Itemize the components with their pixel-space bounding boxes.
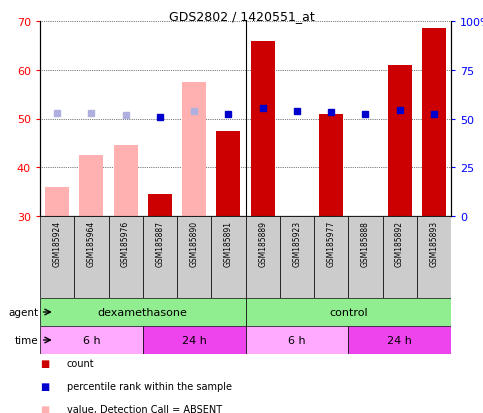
Text: GSM185887: GSM185887 [156,221,164,266]
Text: dexamethasone: dexamethasone [98,307,188,317]
Text: GSM185976: GSM185976 [121,221,130,267]
Bar [216,131,241,216]
Text: percentile rank within the sample: percentile rank within the sample [67,381,231,391]
Bar [348,326,451,354]
Text: GSM185964: GSM185964 [87,221,96,267]
Bar [245,298,451,326]
Text: GSM185889: GSM185889 [258,221,267,266]
Text: GSM185923: GSM185923 [292,221,301,266]
Bar [251,41,275,216]
Text: GDS2802 / 1420551_at: GDS2802 / 1420551_at [169,10,314,23]
Text: count: count [67,358,94,368]
Bar [109,216,143,298]
Bar [45,188,69,216]
Bar [417,216,451,298]
Text: 24 h: 24 h [387,335,412,345]
Bar [182,83,206,216]
Bar [314,216,348,298]
Text: GSM185890: GSM185890 [190,221,199,266]
Text: ■: ■ [40,381,49,391]
Text: GSM185892: GSM185892 [395,221,404,266]
Bar [422,29,446,216]
Bar [245,216,280,298]
Bar [143,216,177,298]
Text: ■: ■ [40,358,49,368]
Text: value, Detection Call = ABSENT: value, Detection Call = ABSENT [67,404,222,413]
Text: agent: agent [8,307,38,317]
Bar [40,216,74,298]
Bar [143,326,245,354]
Text: GSM185924: GSM185924 [53,221,62,266]
Bar [40,326,143,354]
Text: 24 h: 24 h [182,335,207,345]
Bar [348,216,383,298]
Bar [79,156,103,216]
Text: control: control [329,307,368,317]
Bar [245,326,348,354]
Bar [383,216,417,298]
Bar [148,195,172,216]
Text: 6 h: 6 h [288,335,306,345]
Text: ■: ■ [40,404,49,413]
Text: GSM185888: GSM185888 [361,221,370,266]
Bar [280,216,314,298]
Bar [114,146,138,216]
Text: 6 h: 6 h [83,335,100,345]
Text: time: time [14,335,38,345]
Bar [388,66,412,216]
Bar [319,114,343,216]
Bar [74,216,109,298]
Bar [177,216,211,298]
Text: GSM185977: GSM185977 [327,221,336,267]
Text: GSM185893: GSM185893 [429,221,439,266]
Text: GSM185891: GSM185891 [224,221,233,266]
Bar [211,216,245,298]
Bar [40,298,245,326]
